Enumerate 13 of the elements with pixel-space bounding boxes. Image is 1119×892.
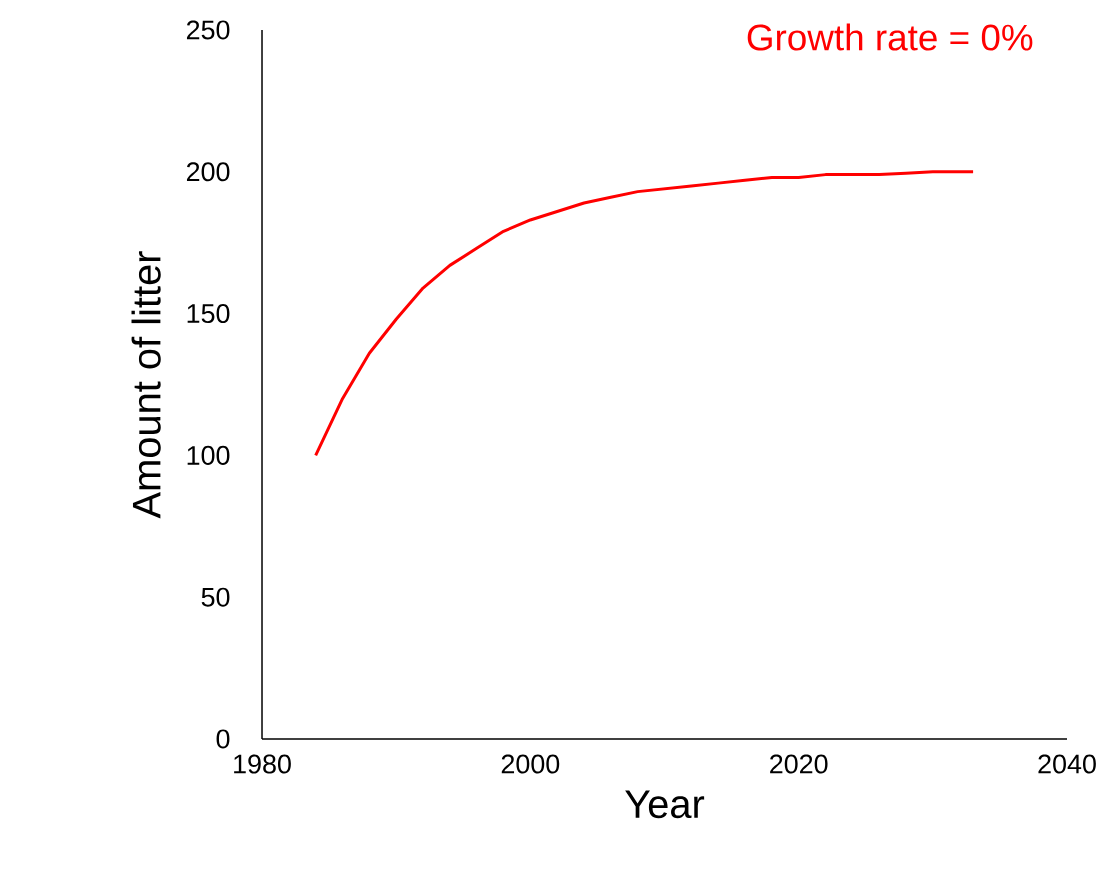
y-tick-label: 100 [187,445,230,465]
y-axis-title: Amount of litter [131,251,161,519]
x-tick-label: 2040 [1038,754,1096,774]
y-tick-label: 50 [201,587,230,607]
x-axis-title: Year [625,790,705,819]
x-tick-label: 2000 [501,754,560,774]
x-tick-label: 2020 [770,754,828,774]
x-tick-label: 1980 [234,754,291,774]
y-tick-label: 250 [186,20,230,40]
y-tick-label: 200 [186,162,230,182]
annotation: Growth rate = 0% [747,23,1033,51]
y-tick-label: 0 [216,729,230,749]
y-tick-label: 150 [187,304,230,324]
